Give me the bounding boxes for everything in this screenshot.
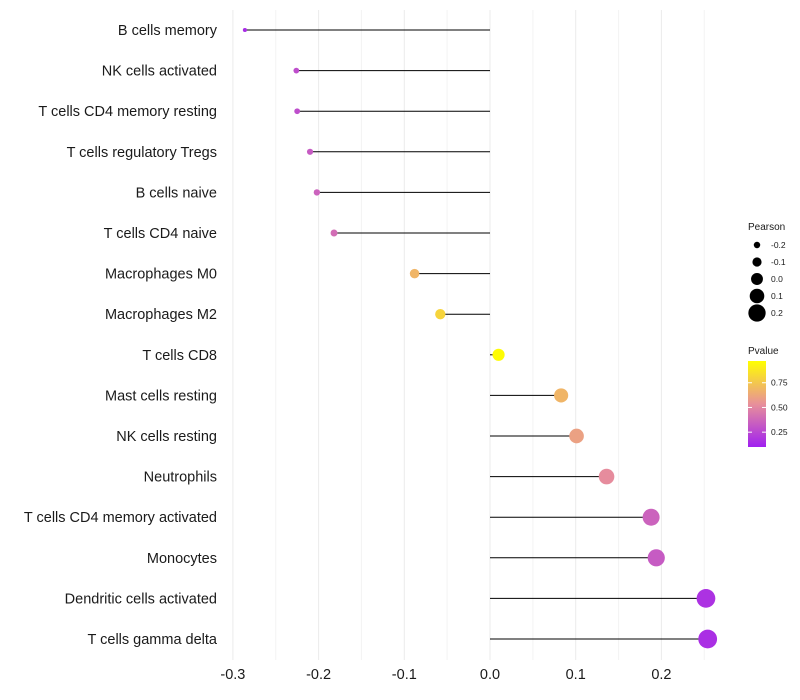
legend-size-key: [752, 257, 762, 267]
data-point: [696, 589, 716, 608]
legend-size-key: [751, 273, 763, 285]
data-point: [554, 388, 569, 403]
y-tick-label: NK cells activated: [102, 64, 217, 80]
data-point: [242, 27, 247, 33]
legend-pearson-title: Pearson: [748, 222, 785, 233]
x-tick-label: 0.0: [480, 667, 500, 683]
data-point: [569, 428, 584, 444]
y-tick-label: Macrophages M2: [105, 307, 217, 323]
data-point: [647, 549, 665, 567]
y-tick-label: Mast cells resting: [105, 388, 217, 404]
y-tick-label: Neutrophils: [144, 470, 217, 486]
y-tick-label: B cells naive: [136, 185, 217, 201]
legend-size-label: 0.2: [771, 308, 783, 318]
legend-size-label: -0.2: [771, 240, 786, 250]
y-tick-label: B cells memory: [118, 23, 218, 39]
x-axis-tick-labels: -0.3 -0.2 -0.1 0.0 0.1 0.2: [220, 667, 671, 683]
y-tick-label: Dendritic cells activated: [65, 591, 217, 607]
x-tick-label: -0.3: [220, 667, 245, 683]
data-point: [313, 189, 321, 196]
legend-pvalue-title: Pvalue: [748, 346, 779, 357]
x-tick-label: 0.2: [651, 667, 671, 683]
legend-size-label: 0.0: [771, 274, 783, 284]
x-tick-label: -0.2: [306, 667, 331, 683]
y-tick-label: T cells CD4 memory resting: [38, 104, 217, 120]
x-tick-label: -0.1: [392, 667, 417, 683]
legend-pvalue-label: 0.75: [771, 378, 788, 388]
data-point: [598, 468, 615, 485]
legend-pearson: Pearson -0.2 -0.1 0.0 0.1 0.2: [748, 222, 786, 322]
grid-lines: [232, 10, 705, 660]
x-tick-label: 0.1: [566, 667, 586, 683]
data-point: [294, 108, 301, 115]
stems: [244, 29, 708, 640]
legend-pvalue-label: 0.50: [771, 402, 788, 412]
y-tick-label: T cells CD4 naive: [104, 226, 217, 242]
y-tick-label: T cells CD8: [142, 348, 217, 364]
legend-pvalue-label: 0.25: [771, 427, 788, 437]
points: [242, 27, 718, 649]
y-tick-label: T cells CD4 memory activated: [24, 510, 217, 526]
data-point: [306, 148, 314, 155]
legend-size-label: 0.1: [771, 291, 783, 301]
data-point: [293, 67, 300, 74]
data-point: [642, 508, 660, 526]
y-tick-label: T cells regulatory Tregs: [67, 145, 217, 161]
legend-size-label: -0.1: [771, 257, 786, 267]
y-axis-labels: B cells memory NK cells activated T cells …: [24, 23, 218, 648]
data-point: [435, 309, 446, 320]
y-tick-label: Monocytes: [147, 551, 217, 567]
data-point: [698, 629, 718, 649]
legend-size-key: [748, 304, 766, 322]
data-point: [492, 348, 505, 361]
data-point: [409, 268, 420, 279]
y-tick-label: NK cells resting: [116, 429, 217, 445]
y-tick-label: T cells gamma delta: [88, 632, 218, 648]
legend-pvalue: Pvalue 0.75 0.50 0.25: [748, 346, 788, 447]
pvalue-colorbar: [748, 361, 766, 447]
legend-size-key: [749, 288, 765, 304]
data-point: [330, 229, 338, 237]
legend-size-key: [753, 241, 761, 249]
y-tick-label: Macrophages M0: [105, 267, 217, 283]
